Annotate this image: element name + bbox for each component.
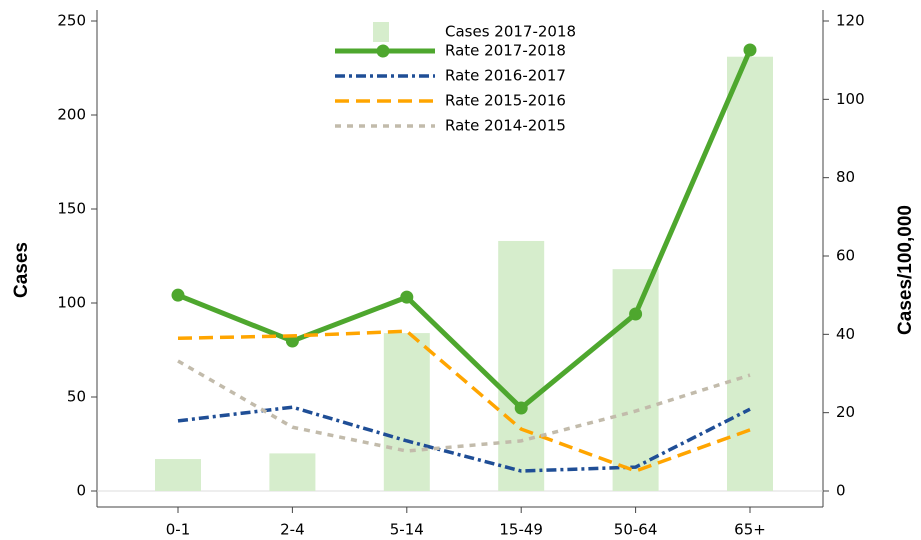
y2-tick-label: 100	[836, 90, 865, 108]
y2-tick-label: 60	[836, 247, 855, 265]
line	[177, 329, 751, 473]
marker	[400, 290, 414, 304]
y-tick-label: 200	[57, 106, 86, 124]
bar	[269, 453, 316, 491]
marker	[285, 334, 299, 348]
bar	[498, 240, 545, 491]
y-tick-label: 150	[57, 200, 86, 218]
marker	[743, 43, 757, 57]
legend-label: Cases 2017-2018	[445, 23, 576, 41]
legend-label: Rate 2014-2015	[445, 117, 566, 135]
x-tick-label: 15-49	[499, 521, 543, 539]
y-axis-title: Cases	[11, 242, 32, 298]
y-tick-label: 250	[57, 12, 86, 30]
y2-tick-label: 120	[836, 12, 865, 30]
y2-tick-label: 80	[836, 168, 855, 186]
legend-label: Rate 2015-2016	[445, 92, 566, 110]
legend-label: Rate 2016-2017	[445, 67, 566, 85]
x-tick-label: 2-4	[280, 521, 305, 539]
bar	[155, 459, 201, 491]
line	[177, 405, 751, 473]
bar	[727, 56, 773, 491]
y-tick-label: 0	[76, 482, 86, 500]
y2-tick-label: 0	[836, 482, 846, 500]
marker	[514, 401, 528, 415]
legend-swatch	[373, 22, 389, 42]
line	[177, 359, 751, 453]
line	[177, 48, 753, 412]
marker	[629, 307, 643, 321]
x-tick-label: 50-64	[614, 521, 658, 539]
x-tick-label: 5-14	[390, 521, 424, 539]
y2-tick-label: 20	[836, 403, 855, 421]
bar	[383, 333, 430, 491]
x-tick-label: 65+	[734, 521, 766, 539]
y-tick-label: 50	[67, 388, 86, 406]
legend-marker	[376, 44, 390, 58]
legend-label: Rate 2017-2018	[445, 42, 566, 60]
bar	[612, 269, 659, 491]
y2-tick-label: 40	[836, 325, 855, 343]
marker	[171, 288, 185, 302]
y-tick-label: 100	[57, 294, 86, 312]
y2-axis-title: Cases/100,000	[895, 205, 916, 335]
x-tick-label: 0-1	[166, 521, 191, 539]
